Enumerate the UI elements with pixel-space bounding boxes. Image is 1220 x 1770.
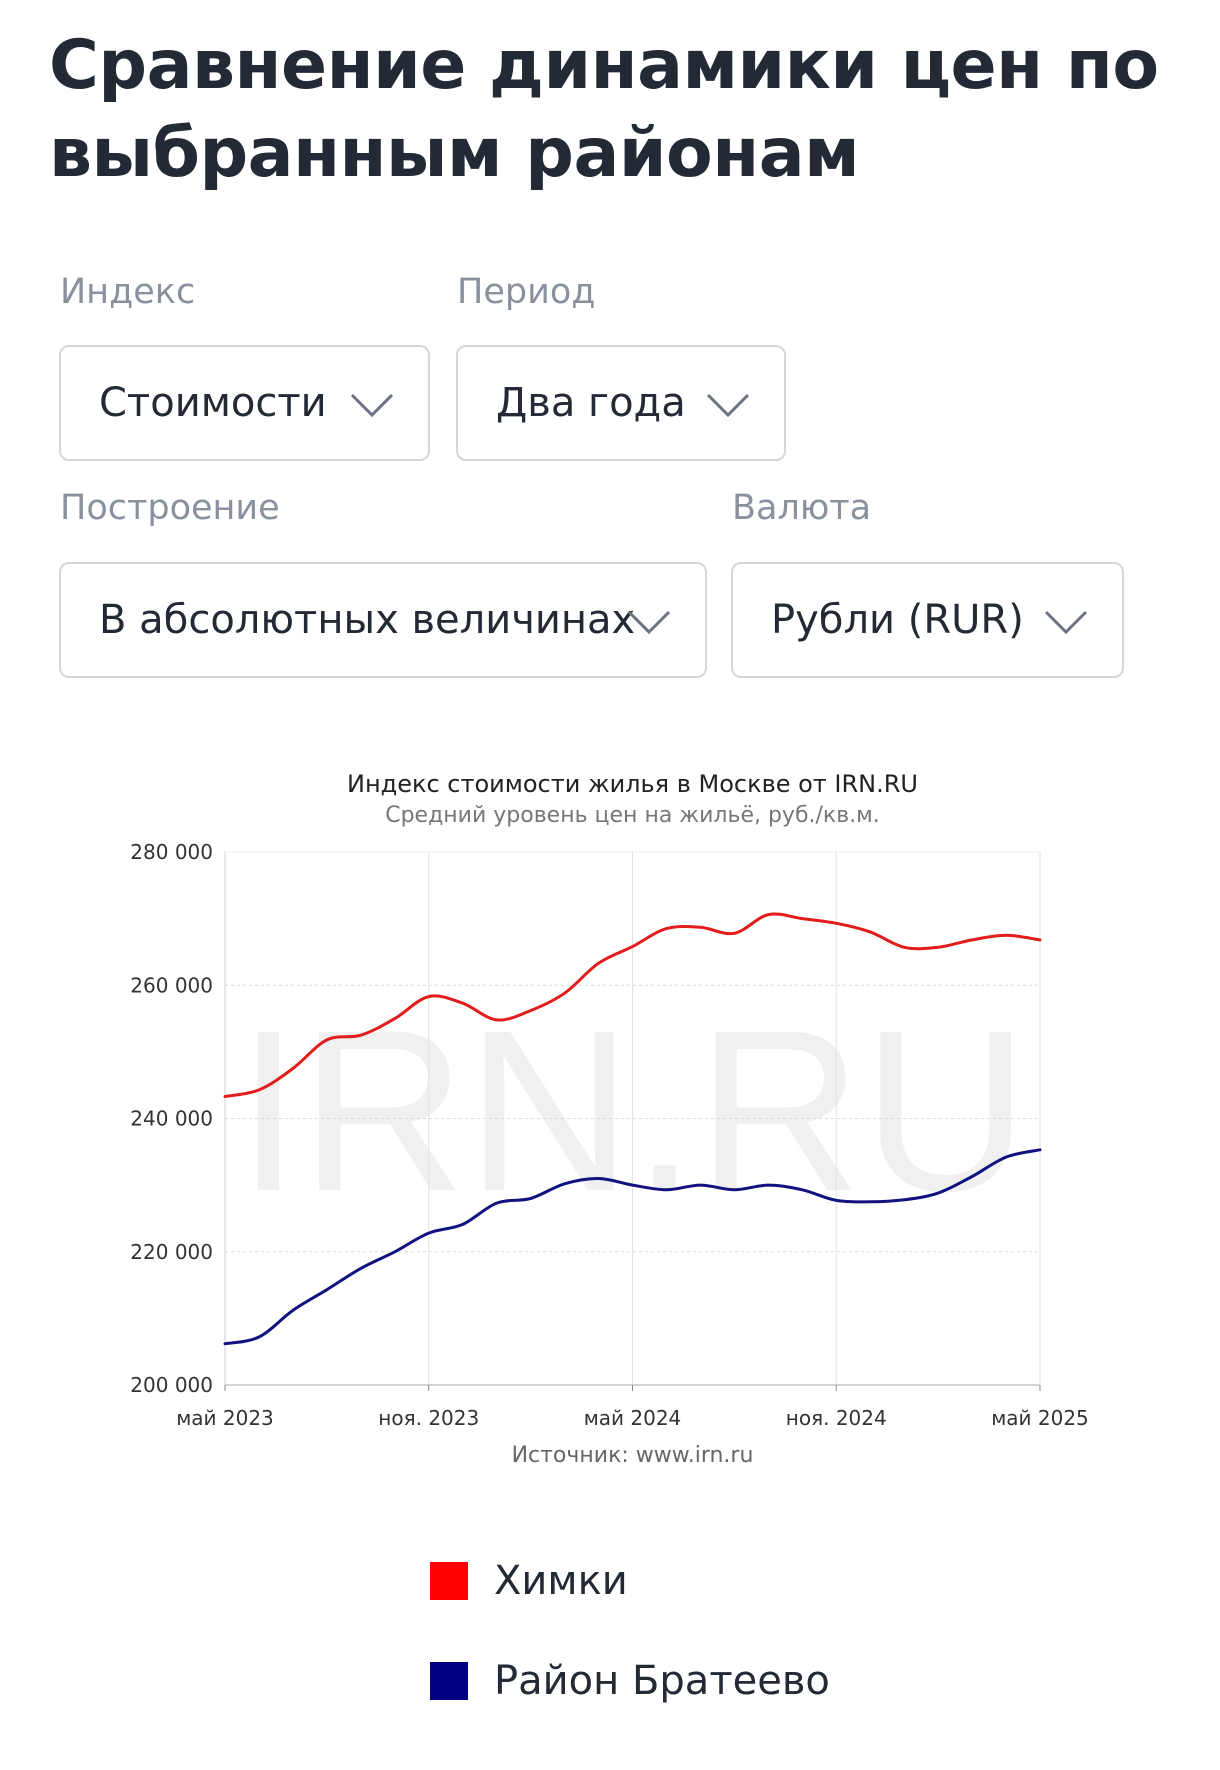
chevron-down-icon (627, 610, 671, 635)
legend-swatch (430, 1562, 468, 1600)
x-tick-label: ноя. 2024 (786, 1406, 887, 1430)
currency-select[interactable]: Рубли (RUR) (731, 562, 1124, 678)
mode-label: Построение (60, 488, 280, 528)
x-tick-label: ноя. 2023 (378, 1406, 479, 1430)
x-tick-label: май 2024 (584, 1406, 682, 1430)
currency-label: Валюта (732, 488, 872, 528)
legend-label: Химки (494, 1558, 628, 1604)
currency-select-value: Рубли (RUR) (771, 597, 1024, 643)
period-select-value: Два года (496, 380, 686, 426)
series-line-1 (223, 1148, 1042, 1346)
period-label: Период (457, 272, 596, 312)
y-tick-label: 200 000 (130, 1373, 213, 1397)
y-tick-label: 280 000 (130, 840, 213, 864)
chevron-down-icon (1044, 610, 1088, 635)
legend-item: Химки (430, 1558, 628, 1604)
y-tick-label: 260 000 (130, 973, 213, 997)
index-label: Индекс (60, 272, 196, 312)
chart-title: Индекс стоимости жилья в Москве от IRN.R… (347, 770, 918, 798)
chevron-down-icon (706, 393, 750, 418)
price-chart: Индекс стоимости жилья в Москве от IRN.R… (0, 760, 1220, 1500)
chart-subtitle: Средний уровень цен на жильё, руб./кв.м. (385, 803, 880, 828)
legend-label: Район Братеево (494, 1658, 830, 1704)
x-tick-label: май 2025 (991, 1406, 1089, 1430)
chart-source: Источник: www.irn.ru (512, 1443, 754, 1468)
legend-swatch (430, 1662, 468, 1700)
period-select[interactable]: Два года (456, 345, 786, 461)
y-tick-label: 220 000 (130, 1240, 213, 1264)
legend-item: Район Братеево (430, 1658, 830, 1704)
mode-select[interactable]: В абсолютных величинах (59, 562, 707, 678)
chevron-down-icon (350, 393, 394, 418)
index-select-value: Стоимости (99, 380, 327, 426)
mode-select-value: В абсолютных величинах (99, 597, 636, 643)
index-select[interactable]: Стоимости (59, 345, 430, 461)
x-tick-label: май 2023 (176, 1406, 274, 1430)
y-tick-label: 240 000 (130, 1107, 213, 1131)
series-line-0 (223, 912, 1042, 1098)
chart-svg: Индекс стоимости жилья в Москве от IRN.R… (130, 770, 1089, 1468)
page-title: Сравнение динамики цен по выбранным райо… (49, 26, 1159, 193)
